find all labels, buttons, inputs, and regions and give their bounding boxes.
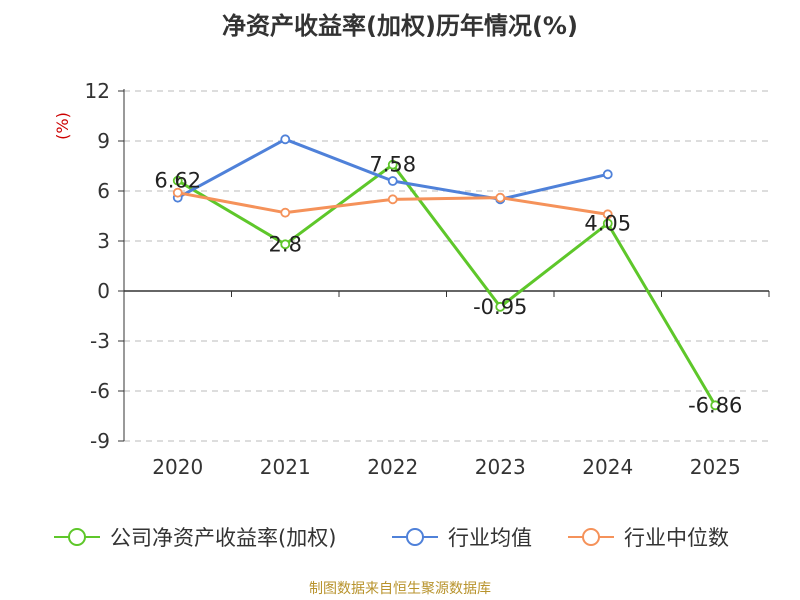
legend-line-circle-icon: [568, 528, 614, 546]
legend-item-industry-avg[interactable]: 行业均值: [390, 520, 532, 554]
data-point-1: [387, 176, 398, 186]
data-point-0: [710, 400, 721, 411]
data-point-2: [387, 194, 398, 205]
x-tick-label: 2021: [260, 455, 311, 479]
data-point-0: [172, 175, 183, 186]
chart-title: 净资产收益率(加权)历年情况(%): [222, 12, 578, 40]
data-label: 4.05: [584, 212, 631, 236]
x-tick-label: 2025: [690, 455, 741, 479]
y-tick-label: 6: [97, 179, 110, 203]
x-tick-label: 2024: [582, 455, 633, 479]
x-tick-label: 2023: [475, 455, 526, 479]
data-label: 7.58: [369, 153, 416, 177]
data-label: -6.86: [688, 393, 742, 417]
data-source-note: 制图数据来自恒生聚源数据库: [309, 581, 491, 597]
data-label: 6.62: [154, 169, 201, 193]
x-tick-label: 2022: [367, 455, 418, 479]
data-point-0: [280, 239, 291, 250]
data-point-0: [602, 218, 613, 229]
x-tick-label: 2020: [152, 455, 203, 479]
legend-label-company: 公司净资产收益率(加权): [110, 526, 337, 550]
y-tick-label: -6: [90, 379, 110, 403]
y-tick-label: -9: [90, 429, 110, 453]
data-point-0: [495, 301, 506, 312]
data-point-2: [602, 209, 613, 220]
data-point-1: [602, 169, 613, 180]
series-line-0: [176, 163, 717, 407]
data-point-2: [495, 192, 506, 203]
legend-line-circle-icon: [54, 528, 100, 546]
data-label: 2.8: [269, 232, 302, 256]
data-point-0: [387, 159, 398, 170]
data-point-1: [280, 134, 291, 145]
y-tick-label: 9: [97, 129, 110, 153]
y-tick-label: -3: [90, 329, 110, 353]
data-label: -0.95: [473, 295, 527, 319]
y-tick-label: 12: [85, 79, 110, 103]
y-axis-unit-label: (%): [53, 112, 72, 140]
y-tick-label: 3: [97, 229, 110, 253]
legend-item-industry-median[interactable]: 行业中位数: [566, 520, 729, 554]
data-point-2: [280, 207, 291, 218]
data-point-2: [172, 187, 183, 198]
legend-item-company[interactable]: 公司净资产收益率(加权): [52, 520, 336, 554]
legend-label-industry-median: 行业中位数: [624, 526, 729, 550]
y-tick-label: 0: [97, 279, 110, 303]
legend-label-industry-avg: 行业均值: [448, 526, 532, 550]
legend-line-circle-icon: [392, 528, 438, 546]
chart-legend: 公司净资产收益率(加权) 行业均值 行业中位数: [0, 520, 800, 554]
